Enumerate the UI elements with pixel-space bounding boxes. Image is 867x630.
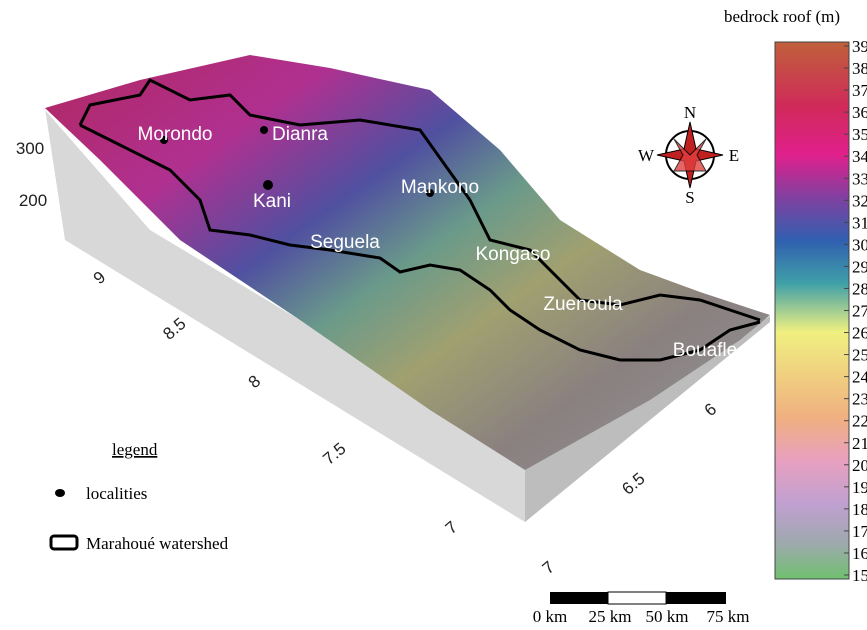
colorbar-tick-label: 300	[852, 235, 867, 254]
x-tick-label: 6.5	[618, 469, 648, 499]
locality-label: Seguela	[310, 232, 380, 253]
compass-w: W	[638, 146, 655, 165]
colorbar	[775, 42, 849, 579]
colorbar-tick-label: 370	[852, 81, 867, 100]
y-tick-label: 8	[245, 371, 264, 392]
colorbar-tick-label: 330	[852, 169, 867, 188]
colorbar-tick-label: 170	[852, 522, 867, 541]
colorbar-tick-label: 360	[852, 103, 867, 122]
colorbar-tick-label: 340	[852, 147, 867, 166]
colorbar-tick-label: 180	[852, 500, 867, 519]
colorbar-tick-label: 230	[852, 390, 867, 409]
y-tick-label: 8.5	[159, 314, 189, 344]
colorbar-tick-label: 390	[852, 37, 867, 56]
colorbar-tick-label: 320	[852, 191, 867, 210]
locality-label: Kani	[253, 191, 291, 212]
colorbar-tick-label: 380	[852, 59, 867, 78]
z-tick-label: 200	[19, 191, 47, 210]
colorbar-tick-label: 260	[852, 324, 867, 343]
colorbar-tick-label: 250	[852, 346, 867, 365]
z-tick-label: 300	[16, 139, 44, 158]
compass-s: S	[685, 188, 694, 207]
colorbar-title: bedrock roof (m)	[724, 7, 840, 26]
colorbar-tick-label: 220	[852, 412, 867, 431]
legend-item: localities	[86, 484, 147, 503]
y-tick-label: 9	[90, 267, 109, 288]
scale-label: 25 km	[589, 607, 632, 626]
legend-title: legend	[112, 440, 158, 459]
legend-item: Marahoué watershed	[86, 534, 229, 553]
compass-e: E	[729, 146, 739, 165]
scale-label: 0 km	[533, 607, 567, 626]
y-tick-label: 7.5	[319, 439, 349, 469]
compass: N W E S	[638, 103, 739, 207]
locality-label: Morondo	[138, 124, 213, 145]
locality-label: Dianra	[272, 124, 328, 145]
locality-label: Zuenoula	[543, 294, 623, 315]
colorbar-tick-label: 150	[852, 566, 867, 585]
locality-label: Mankono	[401, 177, 479, 198]
scale-bar	[550, 592, 726, 604]
map: Morondo Dianra Kani Mankono Seguela Kongaso Zu…	[0, 0, 867, 630]
colorbar-tick-label: 190	[852, 478, 867, 497]
compass-n: N	[684, 103, 696, 122]
x-tick-label: 7	[539, 557, 558, 578]
locality-label: Bouafle	[673, 340, 737, 361]
colorbar-tick-label: 160	[852, 544, 867, 563]
colorbar-tick-label: 270	[852, 302, 867, 321]
locality-label: Kongaso	[475, 244, 550, 265]
scale-label: 75 km	[707, 607, 750, 626]
colorbar-tick-label: 350	[852, 125, 867, 144]
y-tick-label: 7	[442, 517, 461, 538]
colorbar-tick-label: 210	[852, 434, 867, 453]
colorbar-tick-label: 280	[852, 279, 867, 298]
legend: legend localities Marahoué watershed	[51, 440, 229, 553]
colorbar-tick-label: 200	[852, 456, 867, 475]
x-tick-label: 6	[701, 399, 720, 420]
scale-label: 50 km	[646, 607, 689, 626]
colorbar-tick-label: 310	[852, 213, 867, 232]
colorbar-tick-label: 240	[852, 368, 867, 387]
colorbar-tick-label: 290	[852, 257, 867, 276]
